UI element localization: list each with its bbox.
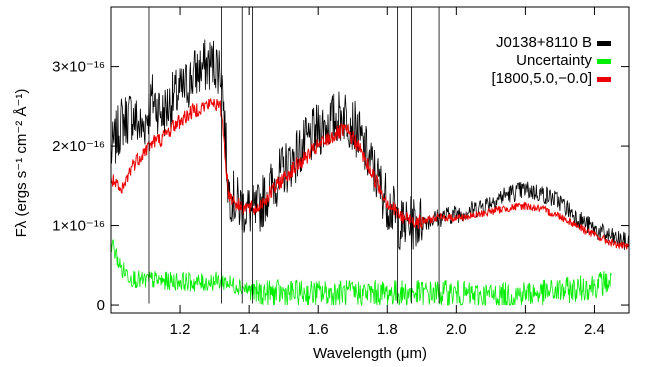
mask-lines: [148, 7, 440, 304]
x-tick-label-6: 2.4: [584, 321, 605, 338]
legend-label-2: [1800,5.0,−0.0]: [491, 70, 592, 87]
spectrum-curves: [110, 39, 630, 307]
x-axis-ticks: 1.2 1.4 1.6 1.8 2.0 2.2 2.4: [170, 7, 605, 338]
x-tick-label-0: 1.2: [170, 321, 191, 338]
y-tick-label-3: 3×10⁻¹⁶: [52, 59, 105, 76]
x-tick-label-1: 1.4: [239, 321, 260, 338]
y-tick-label-0: 0: [97, 297, 105, 314]
x-axis-label: Wavelength (μm): [313, 345, 427, 362]
x-tick-label-3: 1.8: [377, 321, 398, 338]
legend-swatch-0: [597, 41, 611, 46]
legend: J0138+8110 B Uncertainty [1800,5.0,−0.0]: [491, 34, 611, 87]
x-tick-label-4: 2.0: [446, 321, 467, 338]
series-line-2: [110, 98, 630, 250]
y-axis-label: Fλ (ergs s⁻¹ cm⁻² Å⁻¹): [13, 89, 30, 238]
y-tick-label-1: 1×10⁻¹⁶: [52, 218, 105, 235]
legend-label-0: J0138+8110 B: [496, 34, 592, 51]
y-axis-ticks: 0 1×10⁻¹⁶ 2×10⁻¹⁶ 3×10⁻¹⁶: [52, 59, 629, 314]
legend-swatch-2: [597, 77, 611, 82]
plot-frame: [110, 6, 630, 314]
legend-label-1: Uncertainty: [516, 52, 592, 69]
x-tick-label-5: 2.2: [515, 321, 536, 338]
x-tick-label-2: 1.6: [308, 321, 329, 338]
y-tick-label-2: 2×10⁻¹⁶: [52, 138, 105, 155]
series-line-1: [110, 239, 612, 307]
legend-swatch-1: [597, 59, 611, 64]
